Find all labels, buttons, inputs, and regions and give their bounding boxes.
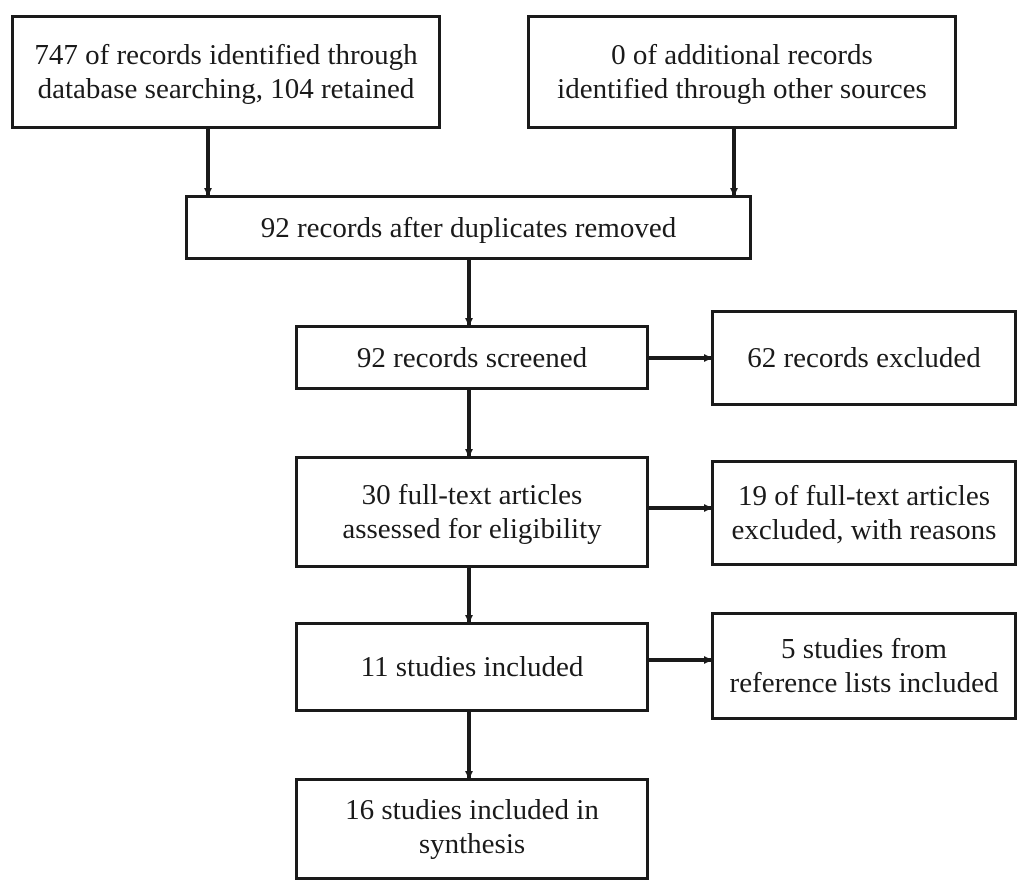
fulltext-excluded-box: 19 of full-text articles excluded, with … xyxy=(711,460,1017,566)
studies-included-box: 11 studies included xyxy=(295,622,649,712)
studies-synthesis-text: 16 studies included in synthesis xyxy=(345,794,599,860)
records-excluded-text: 62 records excluded xyxy=(747,342,981,374)
records-screened-box: 92 records screened xyxy=(295,325,649,390)
duplicates-removed-box: 92 records after duplicates removed xyxy=(185,195,752,260)
fulltext-assessed-box: 30 full-text articles assessed for eligi… xyxy=(295,456,649,568)
additional-records-box: 0 of additional records identified throu… xyxy=(527,15,957,129)
studies-included-text: 11 studies included xyxy=(360,651,584,683)
additional-records-text: 0 of additional records identified throu… xyxy=(557,39,927,105)
studies-synthesis-box: 16 studies included in synthesis xyxy=(295,778,649,880)
records-database-search-box: 747 of records identified through databa… xyxy=(11,15,441,129)
duplicates-removed-text: 92 records after duplicates removed xyxy=(260,211,677,244)
records-excluded-box: 62 records excluded xyxy=(711,310,1017,406)
reference-lists-text: 5 studies from reference lists included xyxy=(729,633,999,699)
records-screened-text: 92 records screened xyxy=(356,341,588,374)
records-database-search-text: 747 of records identified through databa… xyxy=(34,39,418,105)
fulltext-excluded-text: 19 of full-text articles excluded, with … xyxy=(731,480,997,546)
fulltext-assessed-text: 30 full-text articles assessed for eligi… xyxy=(342,479,602,545)
reference-lists-box: 5 studies from reference lists included xyxy=(711,612,1017,720)
